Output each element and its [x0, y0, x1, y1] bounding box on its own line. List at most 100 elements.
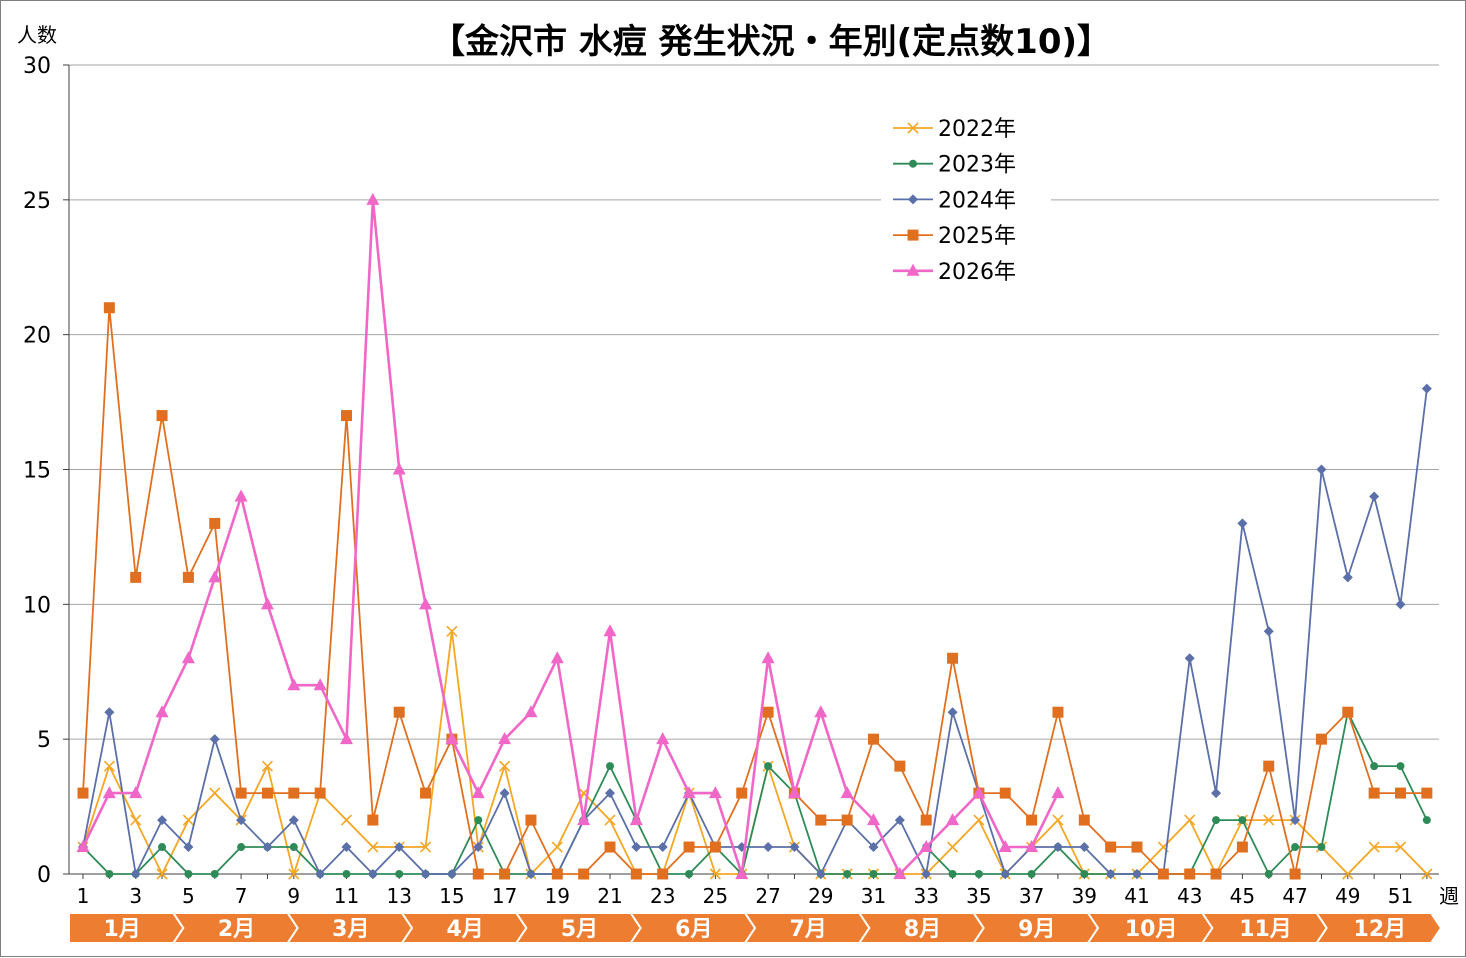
data-point — [629, 813, 643, 826]
data-point — [657, 868, 669, 880]
data-point — [550, 651, 564, 664]
data-point — [499, 868, 511, 880]
y-tick-label: 0 — [37, 863, 51, 888]
x-tick-label: 25 — [703, 884, 728, 908]
data-point — [1237, 518, 1248, 529]
data-point — [341, 410, 352, 422]
data-point — [907, 229, 919, 241]
data-point — [814, 705, 828, 718]
data-point — [735, 867, 749, 879]
chart-title: 【金沢市 水痘 発生状況・年別(定点数10)】 — [431, 22, 1111, 62]
y-tick-label: 15 — [23, 459, 51, 484]
legend: 2022年 2023年 2024年 2025年 2026年 — [881, 109, 1051, 291]
data-point — [315, 869, 326, 879]
data-point — [1421, 383, 1432, 394]
data-point — [1263, 760, 1275, 772]
month-label: 11月 — [1239, 917, 1292, 942]
month-label: 2月 — [218, 917, 255, 942]
data-point — [1342, 572, 1353, 583]
data-point — [129, 786, 143, 799]
data-point — [1131, 841, 1143, 853]
data-point — [605, 788, 615, 799]
data-point — [1290, 815, 1301, 826]
data-point — [578, 868, 590, 880]
data-point — [1238, 816, 1247, 825]
data-point — [974, 870, 983, 878]
data-point — [288, 787, 300, 799]
data-point — [630, 868, 642, 880]
data-point — [1210, 868, 1222, 880]
data-point — [367, 814, 379, 826]
series-2026年 — [76, 192, 1065, 879]
y-tick-labels: 0 5 10 15 20 25 30 — [23, 54, 51, 888]
month-label: 8月 — [904, 917, 941, 942]
data-point — [1395, 599, 1406, 610]
x-tick-label: 3 — [129, 884, 142, 908]
legend-entry: 2025年 — [938, 224, 1016, 249]
x-tick-label: 27 — [755, 884, 780, 908]
data-point — [184, 870, 193, 878]
data-point — [1000, 869, 1011, 879]
data-point — [1316, 464, 1327, 475]
data-point — [1080, 870, 1089, 878]
data-point — [130, 814, 142, 826]
data-point — [209, 787, 221, 799]
data-point — [499, 760, 511, 772]
data-point — [1026, 814, 1038, 826]
data-point — [208, 570, 222, 583]
data-point — [1157, 868, 1169, 880]
x-tick-label: 35 — [966, 884, 991, 908]
legend-entry: 2022年 — [938, 117, 1016, 142]
data-point — [419, 841, 432, 853]
x-tick-label: 29 — [808, 884, 833, 908]
data-point — [1052, 814, 1064, 826]
data-point — [105, 870, 114, 878]
data-point — [841, 814, 853, 826]
data-point — [1421, 787, 1433, 799]
x-tick-label: 15 — [439, 884, 464, 908]
data-point — [921, 869, 932, 879]
data-point — [1052, 842, 1063, 853]
data-point — [683, 841, 695, 853]
data-point — [867, 813, 880, 826]
data-point — [287, 678, 301, 691]
data-point — [499, 788, 510, 799]
data-point — [182, 571, 194, 583]
data-point — [419, 597, 433, 610]
x-tick-label: 47 — [1282, 884, 1307, 908]
x-tick-label: 37 — [1019, 884, 1044, 908]
data-point — [907, 122, 919, 134]
x-tick-label: 49 — [1335, 884, 1360, 908]
data-point — [155, 705, 169, 718]
data-point — [1184, 653, 1195, 664]
data-point — [341, 842, 352, 853]
data-point — [1342, 706, 1354, 718]
data-point — [1263, 814, 1275, 826]
data-point — [1264, 870, 1273, 878]
data-point — [1289, 868, 1301, 880]
data-point — [183, 842, 194, 853]
data-point — [158, 843, 167, 852]
data-point — [843, 870, 852, 878]
x-tick-labels: 1 3 5 7 9 11 13 15 17 19 21 23 25 27 29 31 33 35 37 39 41 43 4… — [77, 884, 1414, 908]
series-line — [81, 198, 1060, 876]
data-point — [472, 868, 484, 880]
data-point — [1342, 868, 1354, 880]
data-point — [603, 624, 617, 637]
x-tick-label: 43 — [1177, 884, 1202, 908]
data-point — [156, 410, 168, 422]
data-point — [209, 517, 221, 529]
data-point — [1051, 786, 1065, 799]
gridlines — [63, 64, 1439, 879]
data-point — [709, 868, 721, 880]
data-point — [869, 870, 878, 878]
data-point — [77, 787, 89, 799]
data-point — [604, 814, 616, 826]
data-point — [763, 842, 774, 853]
data-point — [999, 787, 1011, 799]
data-point — [920, 814, 932, 826]
month-label: 9月 — [1018, 917, 1055, 942]
month-label: 6月 — [675, 917, 712, 942]
data-point — [498, 732, 512, 745]
data-point — [261, 787, 273, 799]
